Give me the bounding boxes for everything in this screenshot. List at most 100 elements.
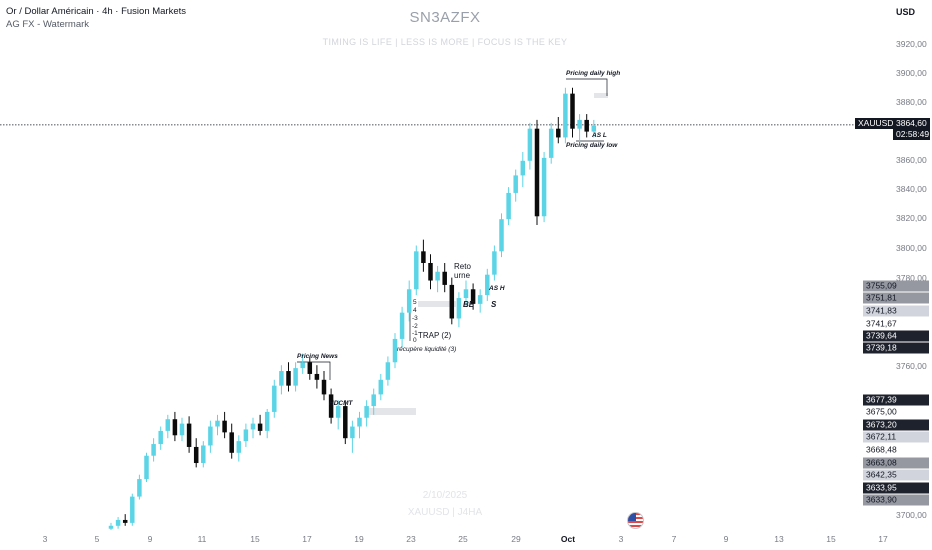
candle-body: [172, 419, 178, 436]
candle-body: [520, 160, 526, 176]
candle-body: [527, 128, 533, 161]
candle-body: [364, 406, 369, 418]
price-label: 3739,18: [863, 342, 929, 354]
candle-body: [463, 289, 469, 299]
chart-title: Or / Dollar Américain · 4h · Fusion Mark…: [6, 6, 187, 17]
candle-body: [186, 423, 192, 447]
candle-body: [300, 362, 305, 369]
price-label: 3642,35: [863, 469, 929, 481]
candle-body: [591, 125, 597, 132]
price-label: 3755,09: [863, 280, 929, 292]
candle-body: [570, 93, 575, 129]
candle-body: [577, 119, 582, 129]
candle-body: [563, 93, 568, 138]
candle-body: [449, 284, 455, 319]
candle-body: [541, 157, 547, 217]
candle-body: [506, 192, 511, 220]
price-axis[interactable]: 3920,00 3900,00 3880,00 3860,00 3840,00 …: [855, 0, 932, 530]
time-tick: 5: [94, 534, 100, 544]
watermark-date: 2/10/2025: [422, 490, 468, 501]
candle-body: [414, 251, 419, 290]
price-label: 3633,95: [863, 482, 929, 494]
candle-body: [115, 519, 121, 526]
price-label: 3751,81: [863, 292, 929, 304]
price-label: 3739,64: [863, 330, 929, 342]
time-tick: 7: [671, 534, 677, 544]
candle-body: [442, 271, 447, 285]
indicator-label[interactable]: AG FX - Watermark: [6, 19, 90, 30]
candle-body: [179, 423, 185, 436]
candle-body: [435, 271, 440, 281]
candlestick-chart[interactable]: [0, 0, 855, 530]
candle-body: [492, 251, 497, 275]
candle-body: [201, 445, 206, 464]
candle-body: [307, 362, 313, 374]
time-tick: 9: [723, 534, 729, 544]
candle-body: [122, 519, 128, 523]
price-tick: 3700,00: [896, 510, 927, 520]
price-label: 3673,20: [863, 419, 929, 431]
candle-body: [534, 128, 540, 217]
bar-countdown: 02:58:49: [893, 129, 930, 140]
time-tick: 15: [826, 534, 836, 544]
annotation-daily-low: Pricing daily low: [566, 142, 618, 149]
annotation-pricing-news: Pricing News: [297, 353, 338, 360]
candle-body: [421, 251, 426, 263]
candle-body: [286, 371, 291, 386]
candle-body: [151, 444, 156, 456]
candle-body: [130, 496, 135, 523]
candle-body: [229, 432, 234, 453]
us-flag-icon[interactable]: [627, 512, 644, 529]
candle-body: [406, 289, 412, 313]
candle-body: [343, 406, 348, 439]
time-tick: 3: [42, 534, 48, 544]
time-tick: 3: [618, 534, 624, 544]
annotation-trap: TRAP (2): [418, 331, 452, 340]
price-label: 3668,48: [863, 444, 929, 456]
price-label: 3672,11: [863, 431, 929, 443]
fib-level: -3: [412, 315, 418, 322]
candle-body: [236, 441, 242, 453]
candle-body: [250, 423, 256, 430]
price-label: 3741,83: [863, 305, 929, 317]
high-zone: [594, 93, 608, 98]
watermark-tagline: TIMING IS LIFE | LESS IS MORE | FOCUS IS…: [322, 37, 568, 47]
price-tick: 3800,00: [896, 243, 927, 253]
time-axis[interactable]: 3 5 9 11 15 17 19 23 25 29 Oct 3 7 9 13 …: [0, 530, 890, 550]
symbol-tag: XAUUSD: [855, 118, 897, 129]
fib-level: 5: [413, 299, 417, 306]
trap-zone: [418, 301, 456, 307]
time-tick: 17: [302, 534, 312, 544]
daily-high-marker: [566, 78, 608, 96]
annotation-hdcmt: HDCMT: [329, 400, 353, 407]
time-tick: 19: [354, 534, 364, 544]
annotation-be: BE: [463, 300, 475, 309]
candle-body: [215, 420, 220, 427]
candle-body: [314, 373, 320, 380]
candle-body: [158, 430, 163, 445]
candle-body: [264, 411, 270, 431]
candle-body: [584, 119, 589, 132]
currency-label[interactable]: USD: [896, 7, 916, 17]
candle-body: [456, 298, 462, 319]
time-tick: 25: [458, 534, 468, 544]
candle-body: [378, 379, 384, 395]
watermark-brand: SN3AZFX: [409, 9, 481, 26]
candle-body: [293, 368, 298, 386]
price-tick: 3900,00: [896, 68, 927, 78]
candle-body: [144, 455, 149, 480]
time-tick: 23: [406, 534, 416, 544]
annotation-recupere: récupère liquidité (3): [397, 346, 457, 353]
candle-body: [328, 394, 334, 418]
annotation-as-h: AS H: [489, 285, 505, 292]
annotation-as-l: AS L: [592, 132, 607, 139]
price-tick: 3840,00: [896, 184, 927, 194]
candle-body: [513, 175, 518, 193]
candle-body: [548, 128, 554, 158]
candle-body: [193, 446, 199, 464]
time-tick: 11: [197, 534, 207, 544]
candle-body: [243, 429, 249, 442]
candle-body: [272, 385, 277, 412]
fib-level: 0: [413, 337, 417, 344]
time-tick: 17: [878, 534, 888, 544]
